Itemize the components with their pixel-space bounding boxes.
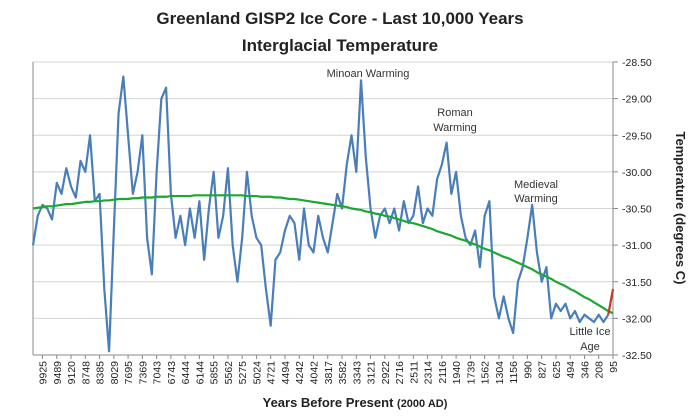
x-tick-label: 827: [537, 361, 549, 379]
x-tick-label: 7043: [152, 361, 164, 385]
x-axis-title-main: Years Before Present: [263, 395, 394, 410]
annotation: Warming: [433, 122, 477, 134]
x-tick-label: 2716: [394, 361, 406, 385]
x-axis-title-note: (2000 AD): [397, 398, 448, 410]
y-tick-label: -32.00: [622, 313, 652, 325]
y-axis-title: Temperature (degrees C): [673, 132, 688, 285]
x-tick-label: 1304: [494, 361, 506, 385]
x-tick-label: 1940: [451, 361, 463, 385]
x-tick-label: 6444: [180, 361, 192, 385]
x-tick-label: 8029: [109, 361, 121, 385]
y-tick-label: -30.50: [622, 204, 652, 216]
series-line: [32, 194, 614, 315]
x-tick-label: 7369: [137, 361, 149, 385]
x-axis-title: Years Before Present (2000 AD): [263, 395, 448, 410]
x-tick-label: 5562: [223, 361, 235, 385]
y-tick-label: -31.50: [622, 277, 652, 289]
annotation: Medieval: [514, 179, 558, 191]
x-tick-label: 2314: [423, 361, 435, 385]
x-tick-label: 4494: [280, 361, 292, 385]
x-tick-label: 990: [522, 361, 534, 379]
x-tick-label: 2116: [437, 361, 449, 384]
x-tick-label: 8748: [80, 361, 92, 385]
annotation: Warming: [514, 193, 558, 205]
x-tick-label: 95: [608, 361, 620, 373]
x-tick-label: 625: [551, 361, 563, 379]
chart-subtitle: Interglacial Temperature: [242, 36, 438, 55]
x-tick-label: 4721: [266, 361, 278, 385]
x-tick-label: 8385: [95, 361, 107, 385]
series-line: [607, 288, 615, 315]
x-tick-label: 1562: [480, 361, 492, 385]
chart-title: Greenland GISP2 Ice Core - Last 10,000 Y…: [156, 9, 523, 28]
y-tick-label: -32.50: [622, 350, 652, 362]
y-tick-label: -29.00: [622, 94, 652, 106]
x-tick-label: 5024: [251, 361, 263, 385]
x-tick-label: 1156: [508, 361, 520, 384]
x-tick-label: 494: [565, 361, 577, 379]
x-tick-label: 6743: [166, 361, 178, 385]
series-line: [31, 75, 610, 353]
y-tick-label: -28.50: [622, 57, 652, 69]
x-tick-label: 3121: [366, 361, 378, 385]
x-tick-label: 5855: [209, 361, 221, 385]
annotation: Roman: [437, 107, 472, 119]
x-tick-label: 9120: [66, 361, 78, 385]
x-tick-label: 9925: [38, 361, 50, 385]
x-tick-label: 9489: [52, 361, 64, 385]
x-tick-label: 4242: [294, 361, 306, 385]
y-tick-label: -31.00: [622, 240, 652, 252]
annotation: Minoan Warming: [327, 68, 410, 80]
annotation: Age: [580, 341, 600, 353]
y-tick-label: -29.50: [622, 130, 652, 142]
x-tick-label: 2511: [408, 361, 420, 384]
y-tick-label: -30.00: [622, 167, 652, 179]
x-tick-label: 6144: [194, 361, 206, 385]
x-tick-label: 3343: [351, 361, 363, 385]
x-tick-label: 2922: [380, 361, 392, 385]
x-tick-label: 3582: [337, 361, 349, 385]
x-tick-label: 208: [594, 361, 606, 379]
x-tick-label: 346: [579, 361, 591, 379]
x-tick-label: 7695: [123, 361, 135, 385]
annotation: Little Ice: [570, 326, 611, 338]
x-tick-label: 5275: [237, 361, 249, 385]
x-tick-label: 4042: [308, 361, 320, 385]
x-tick-label: 1739: [465, 361, 477, 385]
x-tick-label: 3817: [323, 361, 335, 385]
